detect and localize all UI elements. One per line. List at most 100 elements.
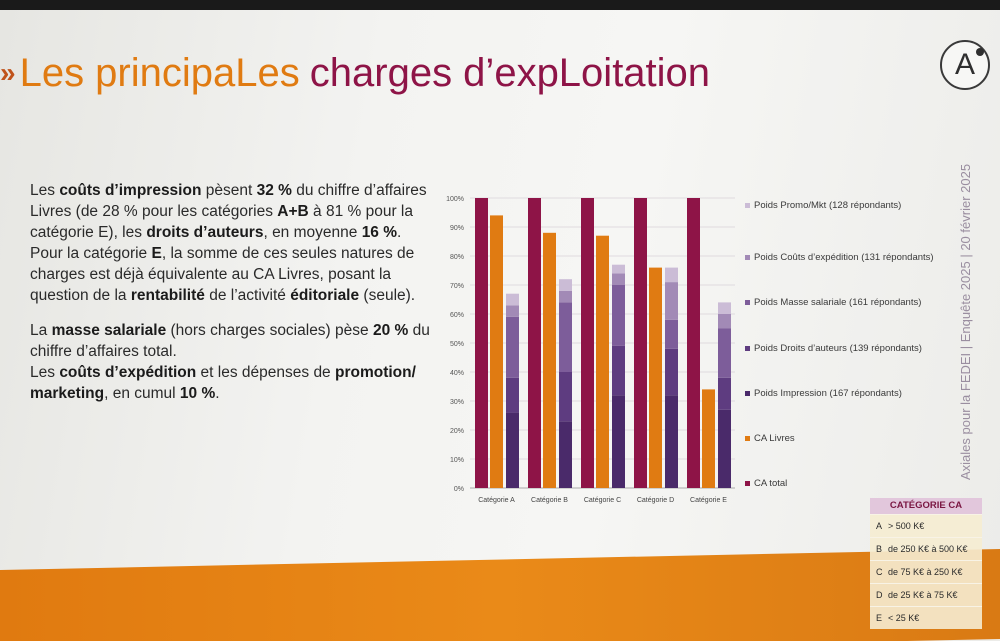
x-tick-label: Catégorie E (690, 497, 727, 504)
bar-chart: 0% 10% 20% 30% 40% 50% 60% 70% 80% 90% 100% Catégor… (446, 196, 735, 504)
paragraph-2: Pour la catégorie E, la somme de ces seu… (30, 245, 416, 304)
bar-cost-segment (665, 395, 678, 488)
y-tick-label: 80% (450, 254, 464, 261)
category-row: A > 500 K€ (870, 514, 982, 537)
side-caption: Axiales pour la FEDEI | Enquête 2025 | 2… (958, 163, 973, 480)
bar-cost-segment (612, 345, 625, 396)
bar-cost-segment (506, 305, 519, 317)
bar-cost-segment (665, 348, 678, 396)
category-key: A (876, 521, 883, 531)
bar-cost-segment (718, 328, 731, 378)
bar-ca-total (475, 198, 488, 488)
bar-ca-livres (543, 232, 556, 488)
category-table-header: CATÉGORIE CA (870, 498, 982, 514)
y-tick-label: 100% (446, 196, 464, 203)
category-label: > 500 K€ (888, 521, 925, 531)
legend-label: Poids Masse salariale (161 répondants) (754, 297, 922, 308)
slide-title: » Les principaLes charges d’expLoitation (0, 48, 710, 98)
category-key: D (876, 590, 883, 600)
bar-ca-total (581, 198, 594, 488)
legend-item: Poids Masse salariale (161 répondants) (745, 297, 921, 309)
bar-ca-total (528, 198, 541, 488)
legend-swatch (745, 481, 750, 486)
axiales-logo: A (940, 40, 990, 90)
bar-cost-segment (665, 267, 678, 283)
legend-swatch (745, 436, 750, 441)
bar-cost-segment (559, 290, 572, 303)
bar-ca-livres (702, 389, 715, 488)
legend-swatch (745, 391, 750, 396)
legend-item: Poids Droits d’auteurs (139 répondants) (745, 343, 922, 355)
category-row: E < 25 K€ (870, 606, 982, 629)
legend-item: Poids Coûts d’expédition (131 répondants… (745, 252, 934, 264)
paragraph-1: Les coûts d’impression pèsent 32 % du ch… (30, 182, 427, 241)
legend-label: Poids Coûts d’expédition (131 répondants… (754, 252, 934, 263)
bar-cost-segment (559, 302, 572, 372)
legend-item: Poids Promo/Mkt (128 répondants) (745, 200, 901, 212)
category-label: de 250 K€ à 500 K€ (888, 544, 968, 554)
category-label: < 25 K€ (888, 613, 920, 623)
logo-dot (976, 48, 984, 56)
bar-cost-segment (559, 372, 572, 422)
legend-label: CA total (754, 478, 788, 489)
x-tick-label: Catégorie A (478, 497, 515, 504)
y-tick-label: 0% (454, 486, 464, 493)
bar-cost-segment (718, 314, 731, 329)
y-tick-label: 10% (450, 457, 464, 464)
bar-cost-segment (506, 377, 519, 413)
bar-cost-segment (506, 316, 519, 378)
bar-ca-total (687, 198, 700, 488)
bar-cost-segment (612, 395, 625, 488)
bar-ca-total (634, 198, 647, 488)
bar-cost-segment (665, 319, 678, 349)
legend-swatch (745, 346, 750, 351)
bar-cost-segment (718, 302, 731, 314)
category-key: C (876, 567, 883, 577)
category-key: E (876, 613, 883, 623)
bar-ca-livres (490, 215, 503, 488)
category-key: B (876, 544, 883, 554)
slide: » Les principaLes charges d’expLoitation… (0, 10, 1000, 641)
bar-cost-segment (559, 421, 572, 488)
logo-letter: A (954, 48, 975, 81)
bar-cost-segment (612, 273, 625, 285)
x-tick-label: Catégorie D (637, 497, 674, 504)
bar-cost-segment (506, 293, 519, 306)
orange-footer-band (0, 549, 1000, 641)
legend-label: CA Livres (754, 433, 795, 444)
bar-ca-livres (596, 235, 609, 488)
x-tick-label: Catégorie C (584, 497, 621, 504)
bar-ca-livres (649, 267, 662, 488)
legend-label: Poids Promo/Mkt (128 répondants) (754, 200, 902, 211)
bar-cost-segment (559, 279, 572, 291)
y-tick-label: 40% (450, 370, 464, 377)
category-label: de 25 K€ à 75 K€ (888, 590, 958, 600)
title-rest: charges d’expLoitation (309, 50, 711, 95)
legend-swatch (745, 203, 750, 208)
bar-cost-segment (718, 409, 731, 488)
legend-item: CA Livres (745, 433, 795, 445)
legend-swatch (745, 255, 750, 260)
y-tick-label: 70% (450, 283, 464, 290)
paragraph-4: Les coûts d’expédition et les dépenses d… (30, 364, 416, 402)
legend-item: CA total (745, 478, 787, 490)
legend-item: Poids Impression (167 répondants) (745, 388, 902, 400)
y-tick-label: 50% (450, 341, 464, 348)
title-prefix: Les principaLes (19, 50, 300, 95)
paragraph-3: La masse salariale (hors charges sociale… (30, 322, 430, 360)
title-arrows-icon: » (0, 57, 15, 88)
y-tick-label: 60% (450, 312, 464, 319)
body-text: Les coûts d’impression pèsent 32 % du ch… (30, 180, 450, 404)
y-tick-label: 90% (450, 225, 464, 232)
category-label: de 75 K€ à 250 K€ (888, 567, 963, 577)
bar-cost-segment (612, 264, 625, 274)
y-tick-label: 20% (450, 428, 464, 435)
legend-label: Poids Impression (167 répondants) (754, 388, 902, 399)
bar-cost-segment (612, 285, 625, 346)
bar-cost-segment (665, 282, 678, 320)
x-tick-label: Catégorie B (531, 497, 568, 504)
